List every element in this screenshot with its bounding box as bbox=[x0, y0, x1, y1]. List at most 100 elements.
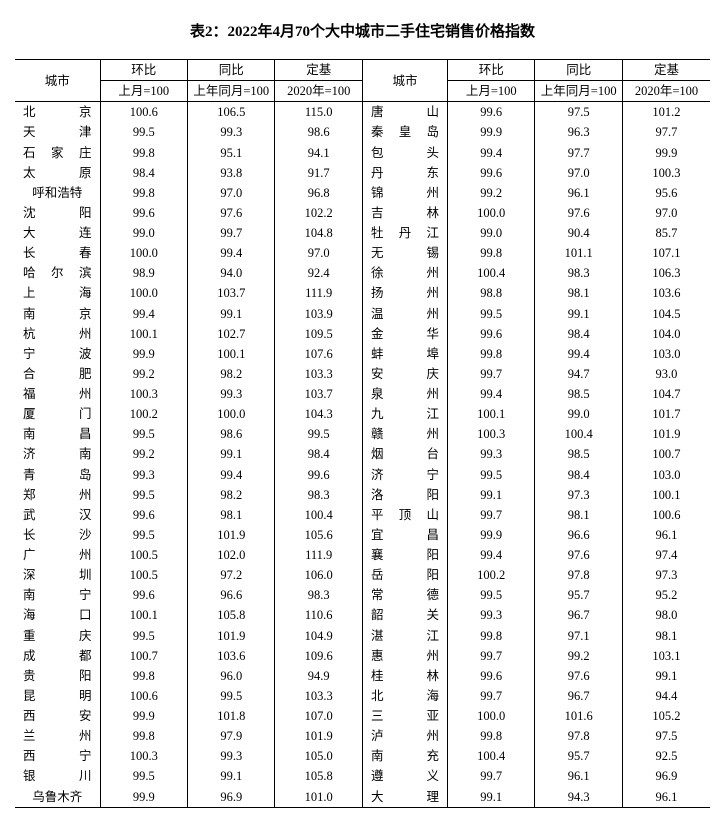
value-cell: 99.4 bbox=[100, 304, 187, 324]
city-cell: 成都 bbox=[15, 646, 100, 666]
value-cell: 103.6 bbox=[188, 646, 275, 666]
city-cell: 襄阳 bbox=[362, 545, 447, 565]
value-cell: 97.8 bbox=[535, 726, 622, 746]
city-cell: 北京 bbox=[15, 102, 100, 123]
value-cell: 97.2 bbox=[188, 565, 275, 585]
value-cell: 96.9 bbox=[622, 766, 710, 786]
value-cell: 99.6 bbox=[448, 163, 535, 183]
city-cell: 洛阳 bbox=[362, 485, 447, 505]
value-cell: 101.6 bbox=[535, 706, 622, 726]
value-cell: 99.3 bbox=[448, 605, 535, 625]
value-cell: 102.0 bbox=[188, 545, 275, 565]
table-row: 南昌99.598.699.5赣州100.3100.4101.9 bbox=[15, 424, 710, 444]
header-base-2: 定基 bbox=[622, 60, 710, 81]
value-cell: 105.8 bbox=[275, 766, 362, 786]
header-city-2: 城市 bbox=[362, 60, 447, 102]
value-cell: 99.3 bbox=[448, 444, 535, 464]
value-cell: 99.1 bbox=[188, 304, 275, 324]
header-yoy: 同比 bbox=[188, 60, 275, 81]
value-cell: 107.1 bbox=[622, 243, 710, 263]
subheader-yoy: 上年同月=100 bbox=[188, 81, 275, 102]
value-cell: 97.3 bbox=[622, 565, 710, 585]
city-cell: 长春 bbox=[15, 243, 100, 263]
city-cell: 宁波 bbox=[15, 344, 100, 364]
value-cell: 96.8 bbox=[275, 183, 362, 203]
value-cell: 99.7 bbox=[448, 686, 535, 706]
value-cell: 93.8 bbox=[188, 163, 275, 183]
value-cell: 100.4 bbox=[535, 424, 622, 444]
value-cell: 99.3 bbox=[188, 122, 275, 142]
city-cell: 呼和浩特 bbox=[15, 183, 100, 203]
value-cell: 101.9 bbox=[188, 525, 275, 545]
value-cell: 99.7 bbox=[188, 223, 275, 243]
city-cell: 广州 bbox=[15, 545, 100, 565]
value-cell: 91.7 bbox=[275, 163, 362, 183]
value-cell: 107.6 bbox=[275, 344, 362, 364]
value-cell: 97.7 bbox=[535, 143, 622, 163]
city-cell: 遵义 bbox=[362, 766, 447, 786]
subheader-mom: 上月=100 bbox=[100, 81, 187, 102]
table-row: 武汉99.698.1100.4平顶山99.798.1100.6 bbox=[15, 505, 710, 525]
value-cell: 103.9 bbox=[275, 304, 362, 324]
table-row: 深圳100.597.2106.0岳阳100.297.897.3 bbox=[15, 565, 710, 585]
table-row: 宁波99.9100.1107.6蚌埠99.899.4103.0 bbox=[15, 344, 710, 364]
table-row: 银川99.599.1105.8遵义99.796.196.9 bbox=[15, 766, 710, 786]
value-cell: 99.5 bbox=[100, 626, 187, 646]
value-cell: 97.6 bbox=[188, 203, 275, 223]
value-cell: 100.1 bbox=[100, 324, 187, 344]
city-cell: 赣州 bbox=[362, 424, 447, 444]
value-cell: 101.8 bbox=[188, 706, 275, 726]
value-cell: 96.7 bbox=[535, 605, 622, 625]
value-cell: 99.3 bbox=[100, 465, 187, 485]
value-cell: 99.4 bbox=[448, 545, 535, 565]
value-cell: 101.0 bbox=[275, 787, 362, 808]
city-cell: 深圳 bbox=[15, 565, 100, 585]
value-cell: 100.6 bbox=[622, 505, 710, 525]
value-cell: 99.9 bbox=[100, 787, 187, 808]
value-cell: 97.8 bbox=[535, 565, 622, 585]
value-cell: 101.1 bbox=[535, 243, 622, 263]
value-cell: 97.4 bbox=[622, 545, 710, 565]
header-mom-2: 环比 bbox=[448, 60, 535, 81]
header-base: 定基 bbox=[275, 60, 362, 81]
city-cell: 秦皇岛 bbox=[362, 122, 447, 142]
value-cell: 99.5 bbox=[100, 766, 187, 786]
table-title: 表2：2022年4月70个大中城市二手住宅销售价格指数 bbox=[15, 20, 710, 41]
value-cell: 97.5 bbox=[535, 102, 622, 123]
value-cell: 104.3 bbox=[275, 404, 362, 424]
value-cell: 90.4 bbox=[535, 223, 622, 243]
value-cell: 94.9 bbox=[275, 666, 362, 686]
value-cell: 111.9 bbox=[275, 283, 362, 303]
city-cell: 岳阳 bbox=[362, 565, 447, 585]
value-cell: 98.3 bbox=[535, 263, 622, 283]
value-cell: 100.1 bbox=[100, 605, 187, 625]
value-cell: 100.5 bbox=[100, 565, 187, 585]
value-cell: 94.4 bbox=[622, 686, 710, 706]
value-cell: 96.1 bbox=[622, 787, 710, 808]
value-cell: 100.3 bbox=[100, 746, 187, 766]
value-cell: 115.0 bbox=[275, 102, 362, 123]
table-row: 西安99.9101.8107.0三亚100.0101.6105.2 bbox=[15, 706, 710, 726]
value-cell: 104.5 bbox=[622, 304, 710, 324]
value-cell: 100.0 bbox=[188, 404, 275, 424]
subheader-yoy-2: 上年同月=100 bbox=[535, 81, 622, 102]
value-cell: 97.6 bbox=[535, 203, 622, 223]
value-cell: 99.2 bbox=[100, 364, 187, 384]
value-cell: 95.6 bbox=[622, 183, 710, 203]
value-cell: 99.1 bbox=[448, 787, 535, 808]
value-cell: 101.2 bbox=[622, 102, 710, 123]
value-cell: 98.4 bbox=[535, 465, 622, 485]
value-cell: 96.0 bbox=[188, 666, 275, 686]
value-cell: 99.5 bbox=[100, 525, 187, 545]
value-cell: 100.2 bbox=[100, 404, 187, 424]
value-cell: 109.5 bbox=[275, 324, 362, 344]
value-cell: 101.7 bbox=[622, 404, 710, 424]
value-cell: 97.7 bbox=[622, 122, 710, 142]
value-cell: 98.4 bbox=[275, 444, 362, 464]
value-cell: 100.1 bbox=[622, 485, 710, 505]
value-cell: 97.3 bbox=[535, 485, 622, 505]
value-cell: 105.0 bbox=[275, 746, 362, 766]
value-cell: 103.0 bbox=[622, 344, 710, 364]
value-cell: 95.2 bbox=[622, 585, 710, 605]
value-cell: 99.4 bbox=[448, 384, 535, 404]
